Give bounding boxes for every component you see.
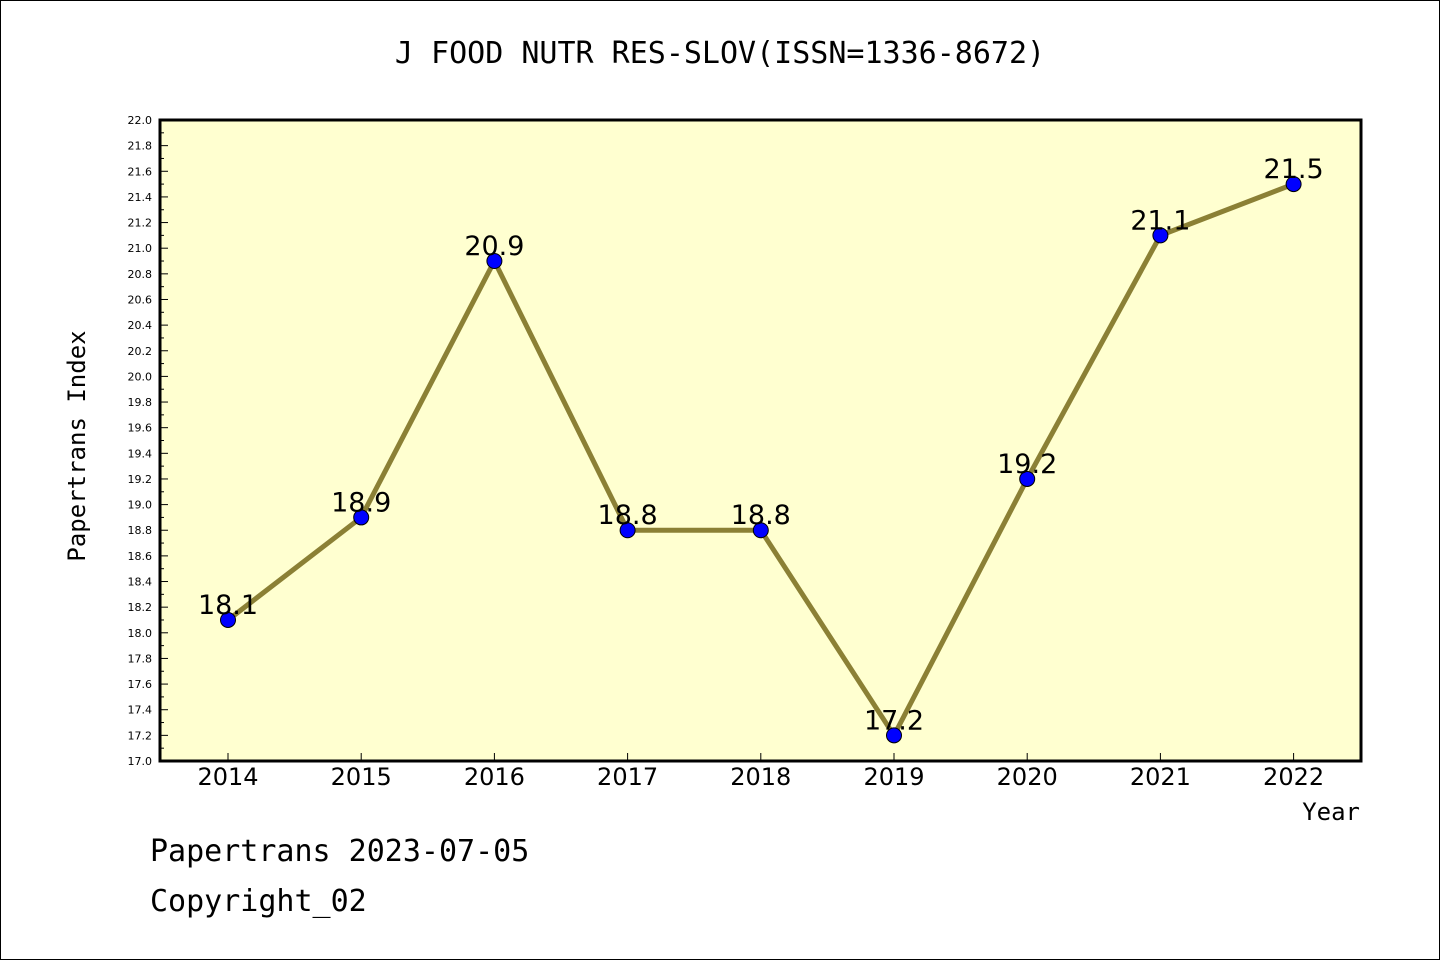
y-tick-label: 19.4 xyxy=(128,447,153,460)
data-point xyxy=(752,522,769,539)
y-tick-label: 20.0 xyxy=(128,370,153,383)
data-label: 21.1 xyxy=(1130,205,1190,236)
data-point xyxy=(1019,470,1036,487)
y-tick-label: 19.2 xyxy=(128,473,153,486)
x-tick-label: 2022 xyxy=(1263,763,1324,791)
y-tick-label: 18.0 xyxy=(128,627,153,640)
plot-area xyxy=(160,120,1361,761)
x-tick-label: 2015 xyxy=(331,763,392,791)
y-tick-label: 20.6 xyxy=(128,293,153,306)
data-point xyxy=(220,611,236,628)
data-point xyxy=(886,727,902,744)
y-tick-label: 18.6 xyxy=(128,550,153,563)
y-tick-label: 17.8 xyxy=(128,652,153,665)
data-point xyxy=(619,522,636,539)
y-tick-label: 20.8 xyxy=(128,268,153,281)
y-tick-label: 18.4 xyxy=(128,576,153,589)
data-label: 18.8 xyxy=(598,500,658,531)
y-tick-label: 20.2 xyxy=(128,345,153,358)
data-label: 18.8 xyxy=(731,500,791,531)
x-tick-label: 2020 xyxy=(997,763,1058,791)
x-tick-label: 2018 xyxy=(730,763,791,791)
data-label: 19.2 xyxy=(997,449,1057,480)
data-point xyxy=(1152,227,1169,244)
y-tick-label: 20.4 xyxy=(128,319,153,332)
data-label: 20.9 xyxy=(464,231,524,262)
y-tick-label: 17.6 xyxy=(128,678,153,691)
y-tick-label: 18.8 xyxy=(128,524,153,537)
y-tick-label: 19.0 xyxy=(128,499,153,512)
x-tick-label: 2019 xyxy=(863,763,924,791)
y-tick-label: 21.8 xyxy=(128,140,153,153)
y-tick-label: 18.2 xyxy=(128,601,153,614)
data-point xyxy=(353,509,370,526)
footer-copyright: Copyright_02 xyxy=(150,884,367,919)
data-point xyxy=(1285,176,1302,193)
y-tick-label: 21.0 xyxy=(128,242,153,255)
y-tick-label: 19.6 xyxy=(128,422,153,435)
plot-border xyxy=(158,118,1363,763)
data-label: 18.9 xyxy=(331,487,391,518)
data-point xyxy=(486,253,503,270)
y-tick-label: 21.4 xyxy=(128,191,153,204)
y-axis-title: Papertrans Index xyxy=(63,330,91,561)
footer-date: Papertrans 2023-07-05 xyxy=(150,834,530,869)
chart-title: J FOOD NUTR RES-SLOV(ISSN=1336-8672) xyxy=(394,36,1046,71)
y-tick-label: 17.0 xyxy=(128,755,153,768)
x-tick-label: 2021 xyxy=(1130,763,1191,791)
x-axis-title: Year xyxy=(1302,798,1360,826)
x-tick-label: 2016 xyxy=(464,763,525,791)
y-tick-label: 17.4 xyxy=(128,704,153,717)
data-label: 18.1 xyxy=(198,590,258,621)
x-tick-label: 2014 xyxy=(197,763,258,791)
y-tick-label: 21.6 xyxy=(128,165,153,178)
y-tick-label: 17.2 xyxy=(128,729,153,742)
data-label: 17.2 xyxy=(864,705,924,736)
y-tick-label: 19.8 xyxy=(128,396,153,409)
data-label: 21.5 xyxy=(1264,154,1324,185)
y-tick-label: 21.2 xyxy=(128,217,153,230)
x-tick-label: 2017 xyxy=(597,763,658,791)
y-tick-label: 22.0 xyxy=(128,114,153,127)
